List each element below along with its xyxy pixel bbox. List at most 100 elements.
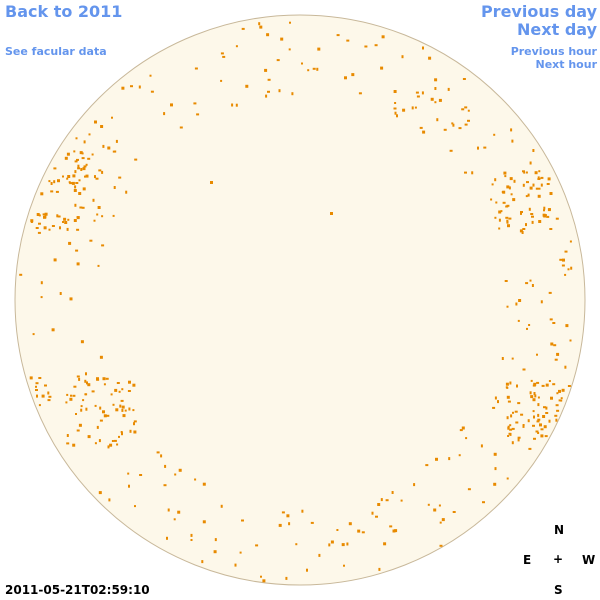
- facula: [76, 228, 80, 231]
- facula: [555, 418, 558, 422]
- facula: [128, 484, 130, 488]
- facula: [545, 412, 549, 414]
- facula: [80, 340, 84, 344]
- facula: [63, 217, 67, 221]
- facula: [96, 213, 99, 216]
- facula: [262, 579, 266, 583]
- facula: [509, 424, 512, 427]
- facula: [528, 324, 531, 326]
- facula: [48, 395, 52, 398]
- facula: [278, 89, 281, 93]
- facula: [107, 445, 110, 449]
- facula: [134, 505, 136, 508]
- facula: [564, 365, 567, 369]
- facula: [482, 501, 485, 504]
- facula: [461, 108, 465, 111]
- facula: [82, 167, 86, 171]
- facula: [193, 102, 197, 105]
- facula: [76, 158, 79, 161]
- facula: [537, 403, 540, 407]
- facula: [190, 533, 193, 537]
- facula: [38, 222, 41, 225]
- facula: [448, 457, 451, 461]
- facula: [511, 441, 514, 445]
- facula: [507, 400, 511, 403]
- facula: [241, 27, 245, 30]
- facula: [101, 170, 104, 174]
- facula: [550, 342, 554, 346]
- facula: [570, 266, 573, 270]
- facula: [78, 179, 81, 182]
- facula: [67, 218, 70, 221]
- facula: [51, 225, 55, 227]
- facula: [357, 529, 361, 533]
- facula: [538, 220, 542, 223]
- facula: [528, 207, 531, 211]
- next-day-link[interactable]: Next day: [517, 20, 597, 39]
- facula: [505, 216, 509, 219]
- facula: [377, 503, 381, 506]
- facula: [375, 515, 378, 518]
- facula: [532, 424, 535, 427]
- facula: [506, 386, 509, 389]
- previous-day-link[interactable]: Previous day: [480, 2, 597, 21]
- facula: [464, 123, 468, 126]
- facula: [85, 407, 88, 411]
- facula: [83, 140, 86, 144]
- back-link[interactable]: Back to 2011: [5, 2, 123, 21]
- facula: [128, 380, 131, 384]
- facula: [220, 504, 223, 508]
- facula: [71, 181, 75, 185]
- facula: [467, 119, 470, 122]
- facula: [530, 213, 534, 215]
- facula: [129, 429, 132, 433]
- facula: [550, 396, 553, 400]
- facula: [100, 125, 104, 128]
- facula: [92, 198, 95, 202]
- facula: [55, 190, 59, 193]
- facula: [62, 175, 64, 178]
- facula: [42, 213, 46, 216]
- previous-hour-link[interactable]: Previous hour: [510, 45, 597, 58]
- facula: [428, 56, 432, 60]
- facula: [540, 428, 544, 431]
- facula: [521, 231, 524, 234]
- facula: [525, 223, 527, 227]
- facula: [47, 391, 50, 395]
- facula: [78, 377, 81, 381]
- facula: [552, 383, 556, 386]
- facula: [127, 472, 130, 475]
- facula: [276, 59, 280, 62]
- facula: [220, 79, 223, 82]
- facular-link[interactable]: See facular data: [5, 45, 107, 58]
- facula: [534, 171, 538, 175]
- facula: [546, 183, 550, 185]
- faculae: [19, 21, 573, 583]
- facula: [67, 175, 71, 178]
- facula: [44, 212, 48, 216]
- facula: [491, 183, 494, 186]
- facula: [447, 87, 450, 91]
- facula: [107, 146, 111, 150]
- facula: [498, 218, 501, 222]
- facula: [66, 227, 69, 231]
- facula: [517, 319, 520, 322]
- facula: [512, 411, 514, 414]
- facula: [522, 170, 525, 173]
- facula: [532, 410, 535, 413]
- facula: [81, 157, 85, 160]
- facula: [556, 392, 559, 395]
- facula: [214, 538, 217, 542]
- facula: [35, 389, 38, 391]
- facula: [506, 219, 509, 223]
- facula: [235, 45, 238, 48]
- facula: [121, 86, 125, 90]
- facula: [459, 429, 463, 432]
- facula: [351, 73, 355, 77]
- facula: [560, 397, 563, 400]
- next-hour-link[interactable]: Next hour: [535, 58, 598, 71]
- facula: [531, 284, 534, 287]
- facula: [330, 212, 333, 215]
- facula: [115, 139, 118, 143]
